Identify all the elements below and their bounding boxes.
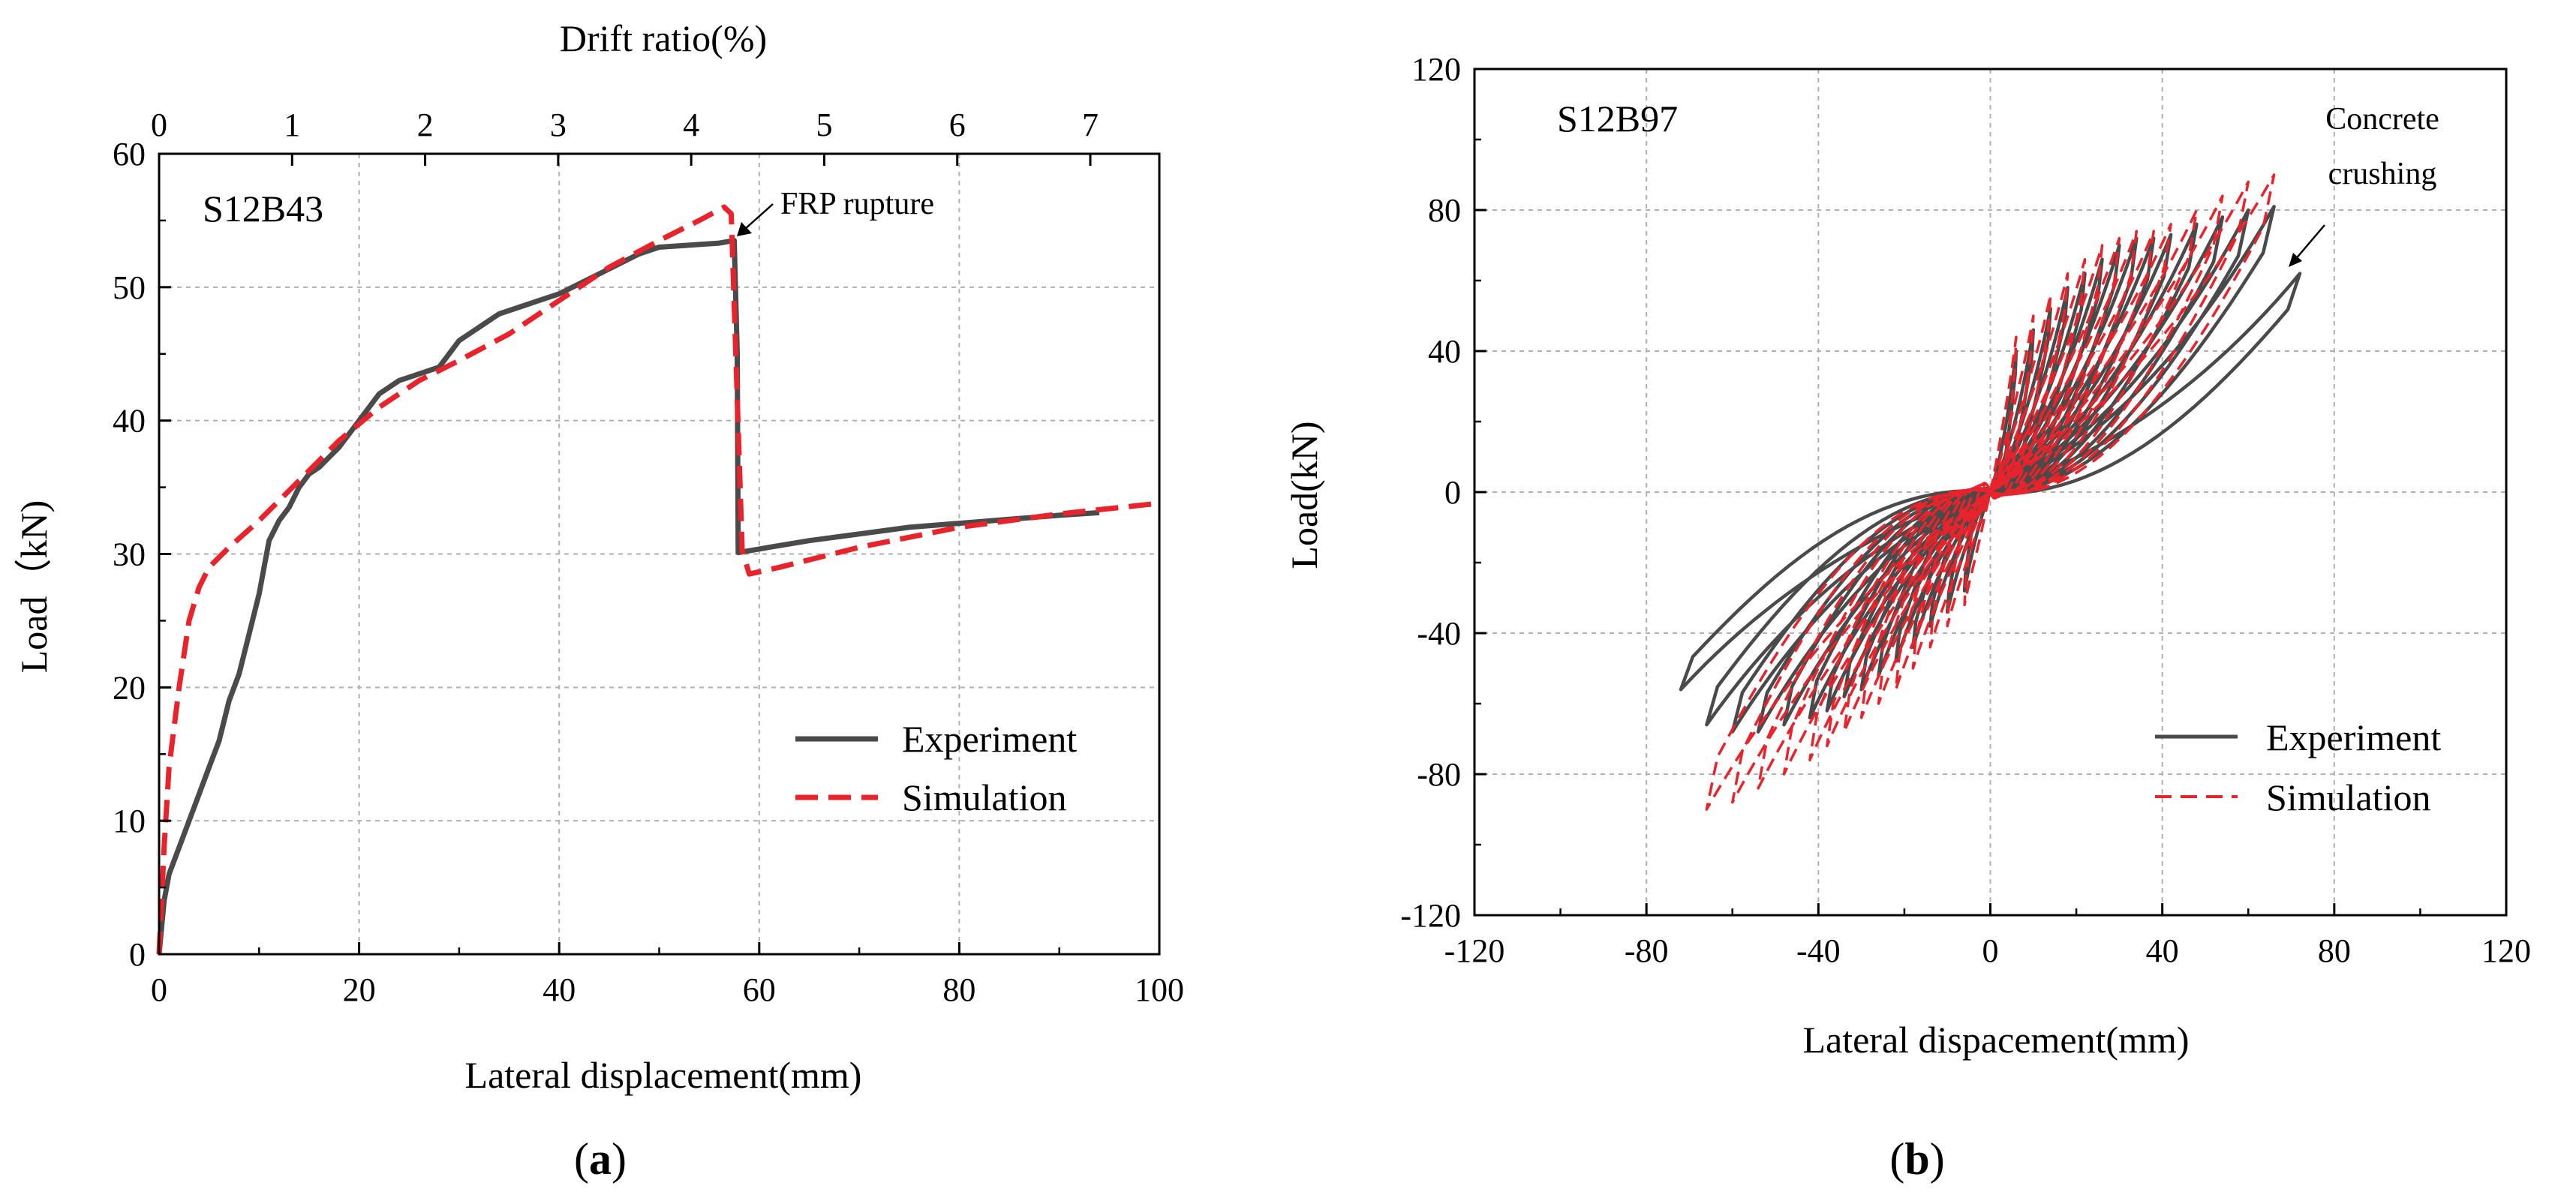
a-toptick-label-4: 4 — [683, 107, 699, 143]
a-x-axis-title: Lateral displacement(mm) — [465, 1054, 862, 1096]
b-annotation: Concrete crushing — [2289, 102, 2439, 267]
a-ytick-label-3: 30 — [113, 536, 146, 573]
b-annotation-arrow — [2294, 224, 2325, 261]
a-toptick-label-0: 0 — [151, 107, 167, 143]
b-xtick-label-2: -40 — [1796, 932, 1841, 969]
a-ytick-label-4: 40 — [113, 403, 146, 440]
b-ytick-label-1: -80 — [1417, 756, 1461, 793]
a-xtick-label-2: 40 — [543, 971, 576, 1008]
a-panel-tag: (a) — [574, 1134, 627, 1184]
a-legend-label-simulation: Simulation — [902, 776, 1066, 818]
a-annotation: FRP rupture — [737, 187, 934, 236]
a-series — [156, 204, 1160, 955]
a-toptick-label-5: 5 — [816, 107, 832, 143]
a-ytick-label-5: 50 — [113, 269, 146, 306]
b-annotation-line-1: Concrete — [2325, 102, 2439, 137]
a-xtick-label-3: 60 — [743, 971, 776, 1008]
a-legend: Experiment Simulation — [795, 718, 1077, 818]
b-legend: Experiment Simulation — [2155, 716, 2441, 818]
a-ytick-label-1: 10 — [113, 803, 146, 839]
b-annotation-arrowhead — [2289, 253, 2302, 267]
b-annotation-line-2: crushing — [2328, 157, 2437, 191]
b-specimen-label: S12B97 — [1557, 98, 1678, 140]
b-xtick-label-1: -80 — [1625, 932, 1669, 969]
a-series-experiment — [156, 238, 1100, 955]
b-ticks: -120 -80 -40 0 40 80 120 -120 -80 -40 0 40 80 120 — [1400, 51, 2531, 969]
a-xtick-label-0: 0 — [151, 971, 167, 1008]
b-ytick-label-3: 0 — [1444, 474, 1461, 511]
a-series-simulation — [156, 204, 1160, 955]
a-xtick-label-5: 100 — [1135, 971, 1184, 1008]
b-xtick-label-4: 40 — [2146, 932, 2179, 969]
b-x-axis-title: Lateral dispacement(mm) — [1802, 1019, 2189, 1061]
b-ytick-label-5: 80 — [1428, 192, 1461, 229]
a-legend-label-experiment: Experiment — [902, 718, 1077, 760]
a-y-axis-title: Load（kN) — [13, 500, 55, 674]
a-xtick-label-4: 80 — [942, 971, 975, 1008]
b-xtick-label-3: 0 — [1982, 932, 1999, 969]
a-ytick-label-0: 0 — [129, 936, 146, 973]
a-annotation-arrow — [744, 203, 774, 230]
b-ytick-label-2: -40 — [1417, 615, 1461, 652]
b-series-simulation — [1705, 173, 2276, 811]
b-ytick-label-4: 40 — [1428, 333, 1461, 370]
b-ytick-label-0: -120 — [1400, 897, 1461, 934]
a-grid — [159, 154, 1159, 954]
b-panel-tag-letter: b — [1904, 1134, 1929, 1184]
b-legend-label-simulation: Simulation — [2266, 776, 2430, 818]
a-toptick-label-6: 6 — [949, 107, 966, 143]
a-panel-tag-letter: a — [589, 1134, 612, 1184]
a-toptick-label-1: 1 — [284, 107, 300, 143]
a-annotation-arrowhead — [737, 222, 752, 236]
a-annotation-text: FRP rupture — [780, 187, 934, 221]
chart-panel-b: -120 -80 -40 0 40 80 120 -120 -80 -40 0 40 80 120 Lat… — [1283, 51, 2531, 1184]
a-toptick-label-7: 7 — [1082, 107, 1099, 143]
b-legend-label-experiment: Experiment — [2266, 716, 2441, 758]
a-ytick-label-2: 20 — [113, 669, 146, 706]
b-series — [1679, 173, 2302, 811]
a-toptick-label-2: 2 — [417, 107, 434, 143]
b-panel-tag: (b) — [1889, 1134, 1944, 1184]
a-specimen-label: S12B43 — [203, 188, 323, 230]
b-xtick-label-6: 120 — [2481, 932, 2531, 969]
a-xtick-label-1: 20 — [343, 971, 376, 1008]
a-toptick-label-3: 3 — [550, 107, 567, 143]
a-ytick-label-6: 60 — [113, 136, 146, 173]
b-xtick-label-5: 80 — [2318, 932, 2351, 969]
b-y-axis-title: Load(kN) — [1283, 421, 1325, 569]
b-xtick-label-0: -120 — [1444, 932, 1505, 969]
b-grid — [1474, 69, 2506, 915]
b-ytick-label-6: 120 — [1411, 51, 1461, 88]
a-top-axis-title: Drift ratio(%) — [560, 17, 767, 59]
